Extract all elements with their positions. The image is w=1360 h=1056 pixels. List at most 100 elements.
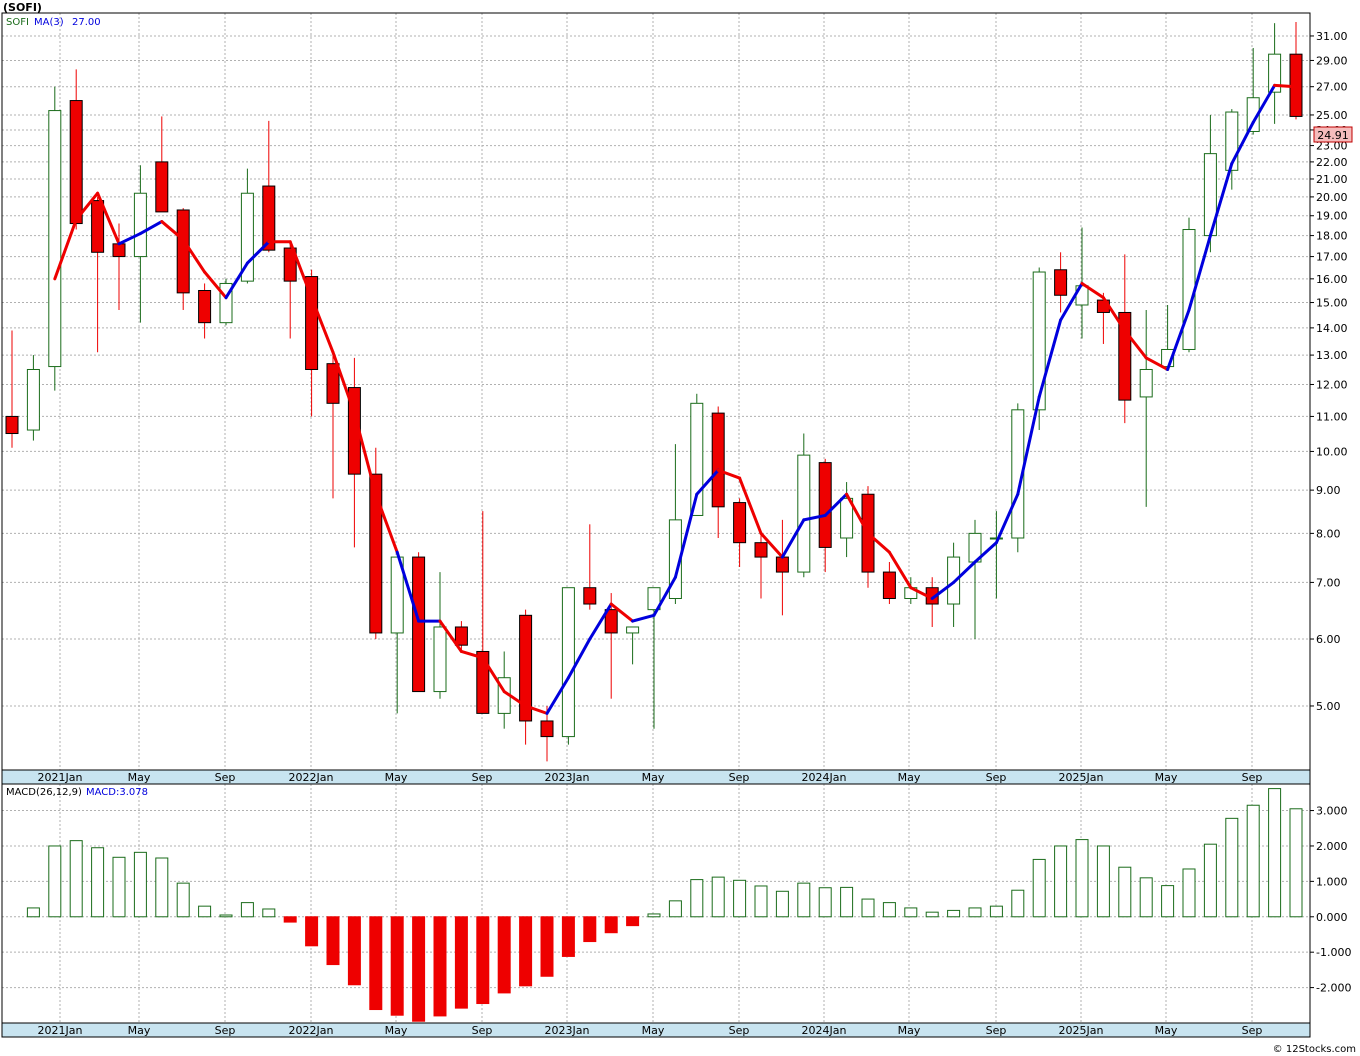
date-label: 2024Jan — [802, 1024, 847, 1037]
date-label: May — [1155, 1024, 1178, 1037]
price-tick-label: 18.00 — [1316, 230, 1348, 243]
price-tick-label: 20.00 — [1316, 191, 1348, 204]
date-label: May — [1155, 771, 1178, 784]
macd-bar — [840, 886, 854, 918]
macd-bar — [947, 909, 961, 918]
ma-segment — [695, 468, 720, 496]
macd-bar — [925, 911, 939, 918]
price-tick-label: 10.00 — [1316, 445, 1348, 458]
date-label: May — [642, 771, 665, 784]
candle-body — [1032, 271, 1046, 411]
macd-bar — [754, 885, 768, 918]
ma-segment — [138, 220, 164, 236]
date-label: May — [385, 771, 408, 784]
price-tick-label: 22.00 — [1316, 156, 1348, 169]
candle-body — [433, 626, 447, 693]
ma-segment — [181, 238, 207, 274]
date-label: 2022Jan — [289, 1024, 334, 1037]
date-label: Sep — [472, 771, 493, 784]
ma-segment — [117, 232, 142, 246]
macd-bar — [412, 916, 426, 1022]
macd-bar — [711, 876, 725, 918]
price-tick-label: 6.00 — [1316, 633, 1341, 646]
date-label: Sep — [215, 771, 236, 784]
ma-segment — [716, 468, 742, 480]
candle-body — [519, 614, 533, 722]
ma-segment — [759, 531, 784, 559]
macd-bar — [112, 856, 126, 918]
ma-segment — [245, 240, 271, 265]
date-label: Sep — [729, 771, 750, 784]
price-grid — [2, 13, 1310, 770]
candle-body — [155, 161, 169, 213]
date-axis-top: 2021Jan May Sep 2022Jan May Sep 2023Jan May Sep 2… — [38, 771, 1263, 784]
date-label: Sep — [986, 771, 1007, 784]
date-axis-bottom: 2021Jan May Sep 2022Jan May Sep 2023Jan May Sep 2… — [38, 1024, 1263, 1037]
ma-segment — [524, 704, 549, 715]
ma-segment — [1230, 120, 1255, 166]
ma-segment — [502, 690, 528, 708]
candle-body — [454, 626, 468, 646]
candle-body — [112, 243, 126, 258]
price-tick-label: 23.00 — [1316, 140, 1348, 153]
ma-segment — [588, 602, 613, 641]
macd-bar — [69, 840, 83, 918]
ma-legend: MA(3) — [34, 17, 64, 28]
price-tick-label: 12.00 — [1316, 378, 1348, 391]
price-tick-label: 14.00 — [1316, 322, 1348, 335]
macd-bar — [26, 907, 40, 918]
macd-bar — [390, 916, 404, 1016]
macd-date-band — [1, 1022, 1311, 1038]
candle-body — [48, 110, 62, 368]
macd-bar — [133, 851, 147, 918]
ma-segment — [952, 560, 977, 584]
ma-segment — [395, 550, 421, 623]
candle-body — [1054, 269, 1068, 296]
macd-bar — [48, 845, 62, 918]
ma-segment — [823, 492, 849, 517]
candle-body — [369, 473, 383, 634]
macd-bar — [347, 916, 361, 986]
ma-segment — [481, 656, 506, 694]
chart-title: (SOFI) — [3, 1, 42, 14]
macd-bar — [155, 857, 169, 918]
ma-segment — [545, 676, 570, 715]
price-tick-label: 5.00 — [1316, 700, 1341, 713]
ma-segment — [780, 518, 806, 559]
candle-body — [176, 209, 190, 294]
macd-bar — [1011, 889, 1025, 918]
last-price-badge — [1313, 126, 1353, 143]
macd-tick-label: 0.000 — [1316, 911, 1348, 924]
macd-bar — [1075, 839, 1089, 918]
macd-bar — [219, 914, 233, 918]
ma-segment — [1059, 281, 1084, 322]
date-label: Sep — [1242, 771, 1263, 784]
price-tick-label: 25.00 — [1316, 109, 1348, 122]
macd-bar — [305, 916, 319, 947]
date-label: Sep — [472, 1024, 493, 1037]
ma-segment — [1037, 318, 1063, 399]
candles — [5, 22, 1303, 762]
date-label: 2024Jan — [802, 771, 847, 784]
candle-body — [711, 412, 725, 508]
ma-segment — [160, 220, 185, 242]
ma-segment — [887, 550, 913, 590]
date-label: 2025Jan — [1059, 771, 1104, 784]
macd-bar — [561, 916, 575, 957]
footer-credit: © 12Stocks.com — [1273, 1044, 1356, 1055]
ma-segment — [1273, 83, 1298, 89]
last-price-label: 24.91 — [1317, 129, 1349, 142]
price-tick-label: 29.00 — [1316, 54, 1348, 67]
date-label: Sep — [986, 1024, 1007, 1037]
macd-bar — [818, 887, 832, 918]
macd-bar — [519, 916, 533, 987]
candle-body — [754, 542, 768, 558]
macd-bar — [1054, 845, 1068, 918]
macd-tick-label: 1.000 — [1316, 875, 1348, 888]
ma-segment — [1251, 83, 1277, 124]
ma-segment — [1187, 234, 1212, 312]
ma-segment — [866, 531, 891, 554]
macd-bar — [433, 916, 447, 1017]
ma-segment — [438, 619, 463, 653]
macd-bar — [1203, 843, 1217, 918]
